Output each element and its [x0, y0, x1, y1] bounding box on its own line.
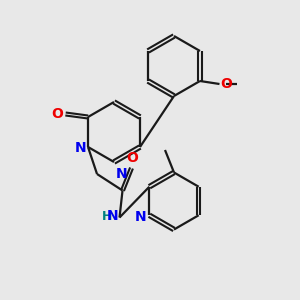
Text: N: N [135, 210, 146, 224]
Text: N: N [75, 141, 86, 154]
Text: O: O [126, 151, 138, 165]
Text: N: N [106, 209, 118, 223]
Text: H: H [102, 209, 112, 223]
Text: O: O [220, 77, 232, 91]
Text: N: N [116, 167, 127, 181]
Text: O: O [51, 107, 63, 121]
